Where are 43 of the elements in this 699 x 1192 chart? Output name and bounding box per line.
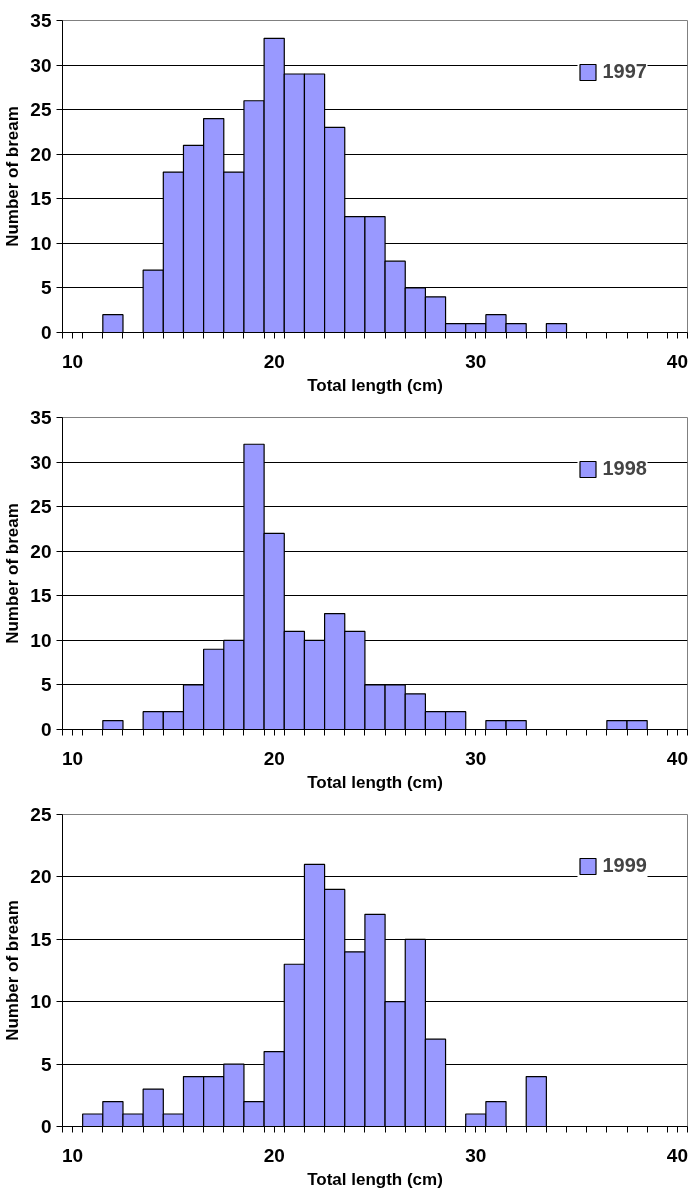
y-tick-label: 25 [30, 804, 52, 825]
y-tick-label: 20 [30, 143, 52, 165]
y-tick-label: 25 [30, 496, 52, 518]
x-tick-label: 30 [465, 350, 487, 372]
y-tick-label: 0 [40, 719, 52, 740]
y-axis-title: Number of bream [3, 503, 23, 644]
y-tick-label: 35 [30, 10, 52, 31]
y-tick-label: 10 [30, 232, 52, 254]
y-tick-label: 20 [30, 866, 52, 888]
y-axis-title: Number of bream [3, 900, 23, 1041]
y-tick-label: 10 [30, 629, 52, 651]
x-tick-label: 30 [465, 747, 487, 769]
y-tick-label: 5 [40, 1053, 52, 1075]
y-tick-label: 25 [30, 99, 52, 121]
legend-label: 1999 [602, 854, 647, 877]
y-axis-title: Number of bream [3, 106, 23, 247]
y-tick-label: 5 [40, 674, 52, 696]
y-tick-label: 20 [30, 540, 52, 562]
y-tick-label: 10 [30, 991, 52, 1013]
x-tick-label: 20 [263, 1144, 285, 1166]
x-tick-label: 30 [465, 1144, 487, 1166]
y-tick-label: 15 [30, 928, 52, 950]
y-tick-label: 0 [40, 1116, 52, 1137]
x-axis-title: Total length (cm) [307, 772, 443, 792]
x-tick-label: 40 [666, 350, 688, 372]
x-tick-label: 10 [62, 1144, 84, 1166]
x-axis-title: Total length (cm) [307, 1169, 443, 1189]
legend-label: 1998 [602, 457, 647, 480]
y-tick-label: 30 [30, 451, 52, 473]
x-tick-label: 10 [62, 350, 84, 372]
x-axis-title: Total length (cm) [307, 375, 443, 395]
y-tick-label: 15 [30, 585, 52, 607]
y-tick-label: 35 [30, 407, 52, 428]
x-tick-label: 40 [666, 747, 688, 769]
y-tick-label: 30 [30, 54, 52, 76]
y-tick-label: 15 [30, 188, 52, 210]
x-tick-label: 10 [62, 747, 84, 769]
x-tick-label: 20 [263, 747, 285, 769]
y-tick-label: 0 [40, 322, 52, 343]
legend-label: 1997 [602, 60, 647, 83]
x-tick-label: 20 [263, 350, 285, 372]
x-tick-label: 40 [666, 1144, 688, 1166]
y-tick-label: 5 [40, 277, 52, 299]
